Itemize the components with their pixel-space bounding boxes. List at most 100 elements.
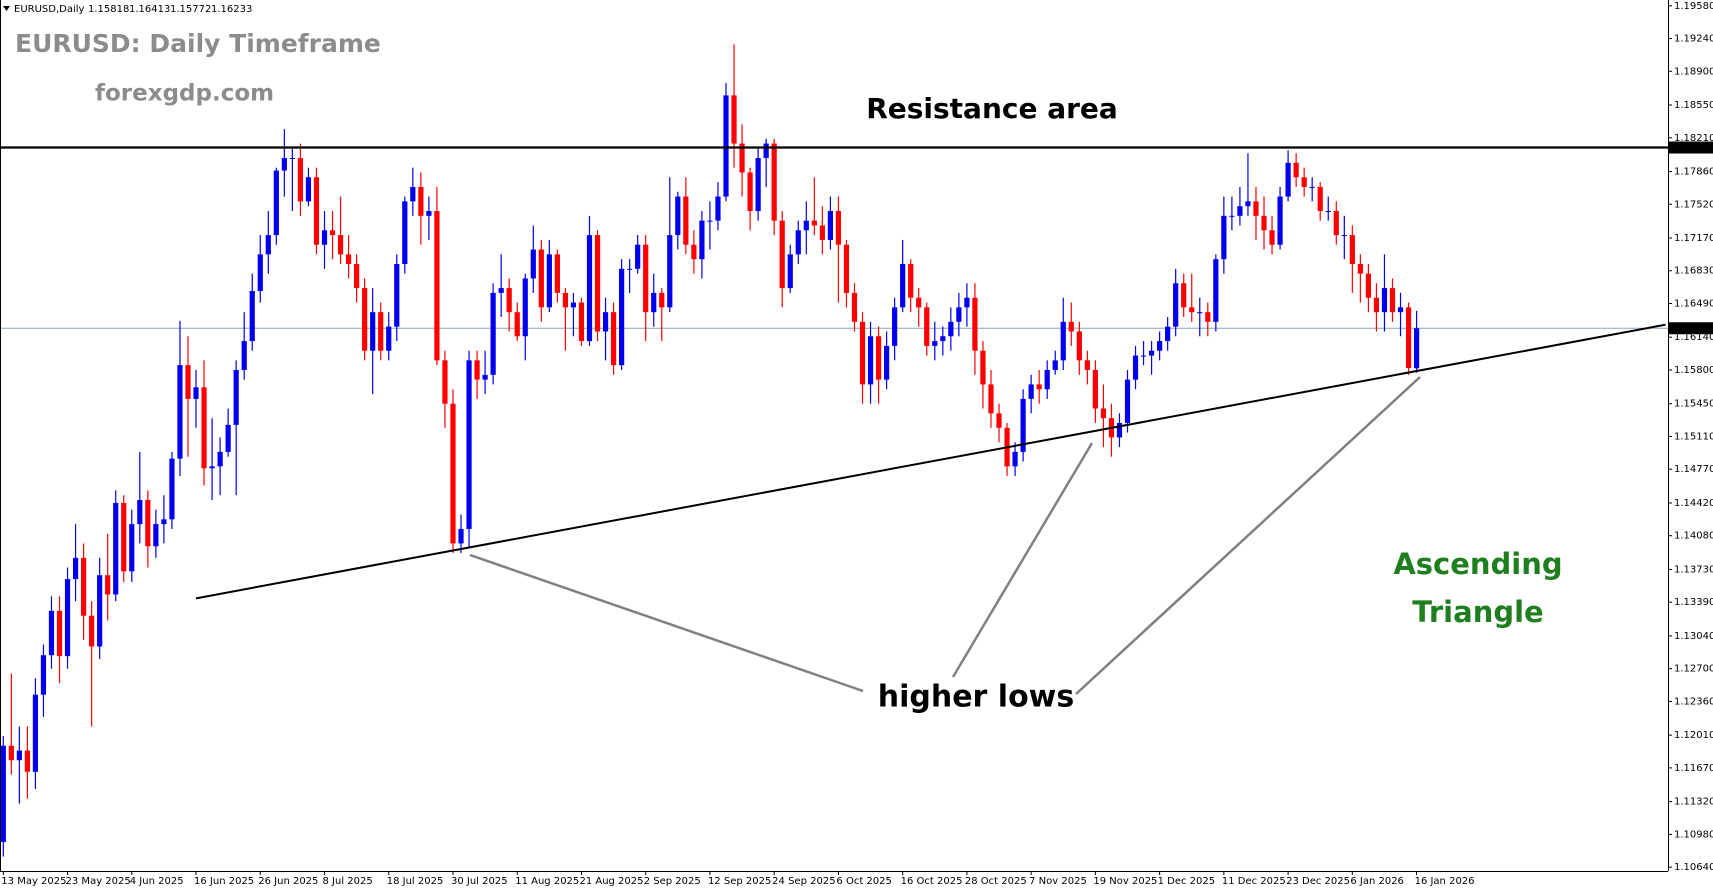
x-tick-label: 30 Jul 2025 — [451, 876, 508, 887]
candle-body — [1076, 331, 1082, 361]
y-tick-label: 1.13040 — [1674, 631, 1713, 642]
y-tick-label: 1.17520 — [1674, 199, 1713, 210]
pattern-label: Ascending — [1393, 547, 1562, 581]
candle-body — [201, 387, 207, 469]
candle-body — [851, 292, 858, 322]
candle-body — [787, 254, 793, 289]
pointer-line — [1075, 376, 1421, 695]
candle-body — [651, 292, 657, 313]
candle-body — [530, 249, 536, 279]
candle-body — [1357, 263, 1363, 274]
candle-body — [1405, 307, 1412, 369]
candle-body — [586, 235, 593, 342]
candle-body — [305, 177, 312, 202]
candle-body — [289, 158, 295, 160]
x-tick-label: 26 Jun 2025 — [258, 876, 318, 887]
candle-body — [1068, 321, 1074, 332]
pointer-line — [469, 553, 864, 693]
candle-body — [482, 374, 488, 380]
candle-body — [1349, 235, 1355, 264]
x-tick-label: 8 Jul 2025 — [323, 876, 373, 887]
candle-body — [875, 336, 882, 380]
candle-body — [40, 655, 47, 695]
price-tag — [1669, 322, 1713, 335]
candle-body — [1189, 307, 1195, 313]
candle-body — [1269, 230, 1275, 245]
candle-body — [763, 143, 769, 159]
candle-body — [321, 230, 328, 245]
candle-body — [602, 312, 609, 332]
candle-body — [56, 610, 63, 657]
y-tick-label: 1.11670 — [1674, 763, 1713, 774]
x-tick-label: 16 Oct 2025 — [901, 876, 963, 887]
price-tag-label: 1.16233 — [1672, 323, 1713, 334]
resistance-tag-label: 1.18109 — [1672, 143, 1713, 154]
candle-body — [747, 172, 753, 212]
candle-body — [610, 312, 617, 366]
candle-body — [731, 95, 737, 144]
x-tick-label: 18 Jul 2025 — [387, 876, 444, 887]
candle-body — [707, 220, 713, 222]
candle-body — [803, 220, 809, 231]
resistance-annotation: Resistance area — [866, 92, 1118, 125]
ohlc-low: 1.15772 — [170, 4, 211, 15]
candle-body — [699, 220, 705, 260]
candle-body — [667, 235, 673, 308]
candle-body — [1100, 408, 1107, 419]
candle-body — [1181, 283, 1187, 308]
x-tick-label: 19 Nov 2025 — [1093, 876, 1157, 887]
candle-body — [546, 254, 552, 308]
candle-body — [594, 235, 601, 332]
candle-body — [1132, 355, 1139, 380]
x-tick-label: 23 Dec 2025 — [1286, 876, 1350, 887]
candle-body — [1028, 384, 1034, 399]
subtitle: forexgdp.com — [95, 81, 274, 107]
candle-body — [129, 524, 135, 572]
candle-body — [1165, 326, 1171, 342]
candle-body — [313, 177, 320, 245]
y-tick-label: 1.12010 — [1674, 730, 1713, 741]
candle-body — [859, 321, 866, 385]
candle-body — [1012, 451, 1018, 467]
candle-body — [24, 750, 30, 772]
candle-body — [723, 95, 729, 197]
x-tick-label: 23 May 2025 — [66, 876, 131, 887]
candle-body — [867, 336, 874, 385]
candle-body — [940, 336, 946, 342]
candle-body — [1341, 235, 1347, 237]
candle-body — [619, 268, 625, 366]
candle-body — [329, 230, 336, 236]
candle-body — [498, 288, 504, 293]
candle-body — [570, 302, 577, 308]
y-tick-label: 1.13390 — [1674, 597, 1713, 608]
candle-body — [795, 230, 801, 255]
pointer-line — [951, 442, 1094, 678]
candle-body — [956, 307, 962, 322]
candle-body — [554, 254, 560, 293]
x-tick-label: 6 Oct 2025 — [836, 876, 891, 887]
candle-body — [281, 158, 287, 171]
candle-body — [779, 220, 785, 289]
candle-body — [739, 143, 745, 173]
x-tick-label: 12 Sep 2025 — [708, 876, 771, 887]
candle-body — [843, 244, 850, 293]
x-tick-label: 11 Dec 2025 — [1222, 876, 1286, 887]
candle-body — [1373, 297, 1380, 313]
candle-body — [354, 263, 360, 289]
candle-body — [1092, 369, 1098, 409]
candle-body — [1237, 206, 1243, 216]
candle-body — [161, 519, 167, 525]
candle-body — [1301, 177, 1307, 187]
candle-body — [924, 307, 930, 346]
candle-body — [72, 557, 79, 580]
candle-body — [378, 312, 384, 351]
candle-body — [394, 263, 400, 327]
candle-body — [8, 745, 14, 761]
y-tick-label: 1.17170 — [1674, 233, 1713, 244]
candle-body — [257, 254, 263, 291]
candle-body — [1381, 288, 1388, 313]
candle-body — [345, 254, 352, 264]
candle-body — [442, 360, 448, 404]
y-tick-label: 1.19240 — [1674, 34, 1713, 45]
candle-body — [153, 524, 159, 547]
